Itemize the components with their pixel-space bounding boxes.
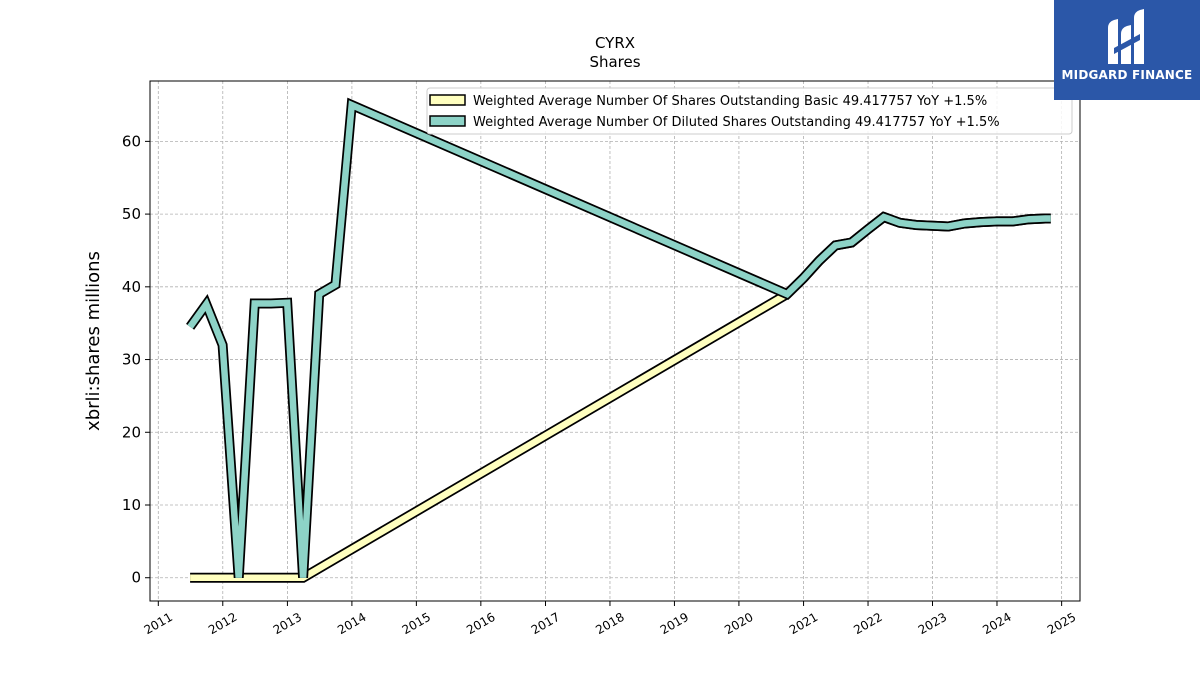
x-tick-label: 2011	[142, 610, 175, 637]
x-tick-label: 2017	[529, 610, 562, 637]
series-outline	[190, 211, 1051, 583]
midgard-logo-icon	[1108, 9, 1144, 64]
y-tick-label: 60	[122, 132, 141, 150]
series-diluted-line	[186, 97, 1051, 579]
y-tick-label: 30	[122, 351, 141, 369]
x-tick-label: 2022	[851, 610, 884, 637]
x-tick-label: 2021	[787, 610, 820, 637]
x-tick-label: 2016	[464, 610, 497, 637]
x-tick-label: 2015	[400, 610, 433, 637]
plot-frame	[149, 80, 1081, 602]
x-tick-label: 2018	[593, 610, 626, 637]
x-tick-label: 2014	[335, 610, 368, 637]
legend-swatch-basic	[429, 94, 466, 106]
x-tick-label: 2024	[980, 610, 1013, 637]
legend-label-basic: Weighted Average Number Of Shares Outsta…	[473, 94, 987, 109]
x-tick-label: 2012	[206, 610, 239, 637]
y-axis-label: xbrli:shares millions	[83, 251, 104, 431]
y-tick-label: 10	[122, 496, 141, 514]
x-tick-label: 2023	[916, 610, 949, 637]
y-tick-label: 0	[131, 569, 141, 587]
brand-name: MIDGARD FINANCE	[1061, 68, 1193, 82]
legend-swatch-diluted	[429, 115, 466, 127]
brand-logo: MIDGARD FINANCE	[1054, 0, 1200, 100]
chart-title: CYRX	[595, 34, 635, 52]
series-layer	[186, 97, 1051, 583]
y-tick-label: 40	[122, 278, 141, 296]
series-stroke	[187, 100, 1051, 578]
legend: Weighted Average Number Of Shares Outsta…	[426, 87, 1073, 135]
chart-subtitle: Shares	[589, 53, 640, 71]
series-basic-line	[190, 211, 1051, 583]
x-tick-label: 2025	[1045, 610, 1078, 637]
y-tick-label: 50	[122, 205, 141, 223]
x-tick-label: 2019	[658, 610, 691, 637]
y-tick-label: 20	[122, 423, 141, 441]
legend-frame	[426, 87, 1073, 135]
x-tick-label: 2013	[271, 610, 304, 637]
x-tick-label: 2020	[722, 610, 755, 637]
legend-label-diluted: Weighted Average Number Of Diluted Share…	[473, 115, 1000, 130]
